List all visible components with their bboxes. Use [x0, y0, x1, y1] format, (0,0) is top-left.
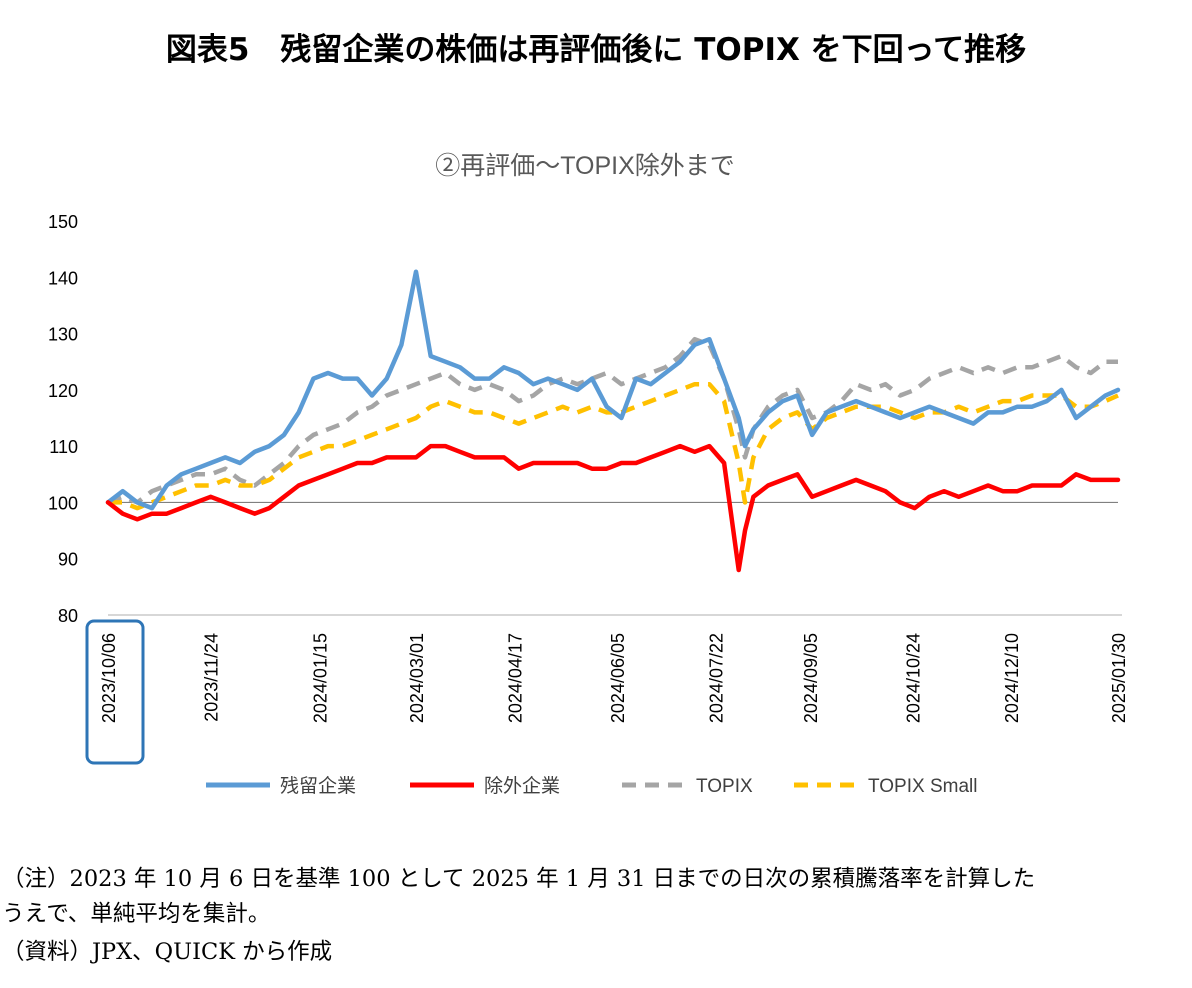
- y-tick-label: 80: [58, 606, 78, 626]
- x-tick-label: 2024/10/24: [904, 633, 924, 723]
- y-tick-label: 110: [49, 437, 78, 457]
- y-tick-label: 120: [48, 381, 78, 401]
- series-line-1: [105, 443, 1121, 573]
- x-tick-label: 2024/12/10: [1002, 633, 1022, 723]
- y-tick-label: 100: [48, 493, 78, 513]
- x-tick-label: 2025/01/30: [1109, 633, 1129, 723]
- y-tick-label: 130: [48, 325, 78, 345]
- x-tick-label: 2024/09/05: [801, 633, 821, 723]
- series-line-3: [108, 381, 1119, 511]
- legend-label-1: 除外企業: [484, 775, 560, 797]
- figure-title: 図表5 残留企業の株価は再評価後に TOPIX を下回って推移: [165, 32, 1027, 68]
- reference-line-layer: [108, 501, 1122, 616]
- y-tick-label: 150: [48, 212, 78, 232]
- source-note: （資料）JPX、QUICK から作成: [2, 939, 333, 965]
- x-tick-label: 2024/06/05: [608, 633, 628, 723]
- x-tick-label: 2023/10/06: [99, 633, 119, 723]
- note-line-2: うえで、単純平均を集計。: [2, 901, 271, 927]
- x-tick-label: 2023/11/24: [202, 633, 222, 722]
- series-layer: [105, 269, 1121, 573]
- x-axis: 2023/10/06 2023/11/24 2024/01/15 2024/03/01…: [85, 619, 1129, 765]
- y-tick-label: 140: [48, 268, 78, 288]
- x-tick-label: 2024/07/22: [707, 633, 727, 723]
- chart-title: ②再評価～TOPIX除外まで: [435, 152, 735, 180]
- x-tick-label: 2024/04/17: [506, 633, 526, 723]
- series-line-0: [105, 269, 1121, 511]
- legend-label-3: TOPIX Small: [868, 776, 977, 797]
- highlight-box: [85, 619, 145, 765]
- y-tick-label: 90: [58, 550, 78, 570]
- x-tick-label: 2024/03/01: [407, 633, 427, 723]
- legend-label-2: TOPIX: [696, 776, 753, 797]
- y-axis: 80 90 100 110 120 130 140 150: [48, 212, 78, 626]
- legend: 残留企業 除外企業 TOPIX TOPIX Small: [206, 775, 977, 797]
- series-line-2: [107, 336, 1118, 505]
- line-chart: ②再評価～TOPIX除外まで 80 90 100 110 120 130 140 150 20…: [48, 152, 1129, 797]
- legend-label-0: 残留企業: [280, 775, 356, 797]
- x-tick-label: 2024/01/15: [311, 633, 331, 723]
- note-line-1: （注）2023 年 10 月 6 日を基準 100 として 2025 年 1 月…: [2, 866, 1036, 892]
